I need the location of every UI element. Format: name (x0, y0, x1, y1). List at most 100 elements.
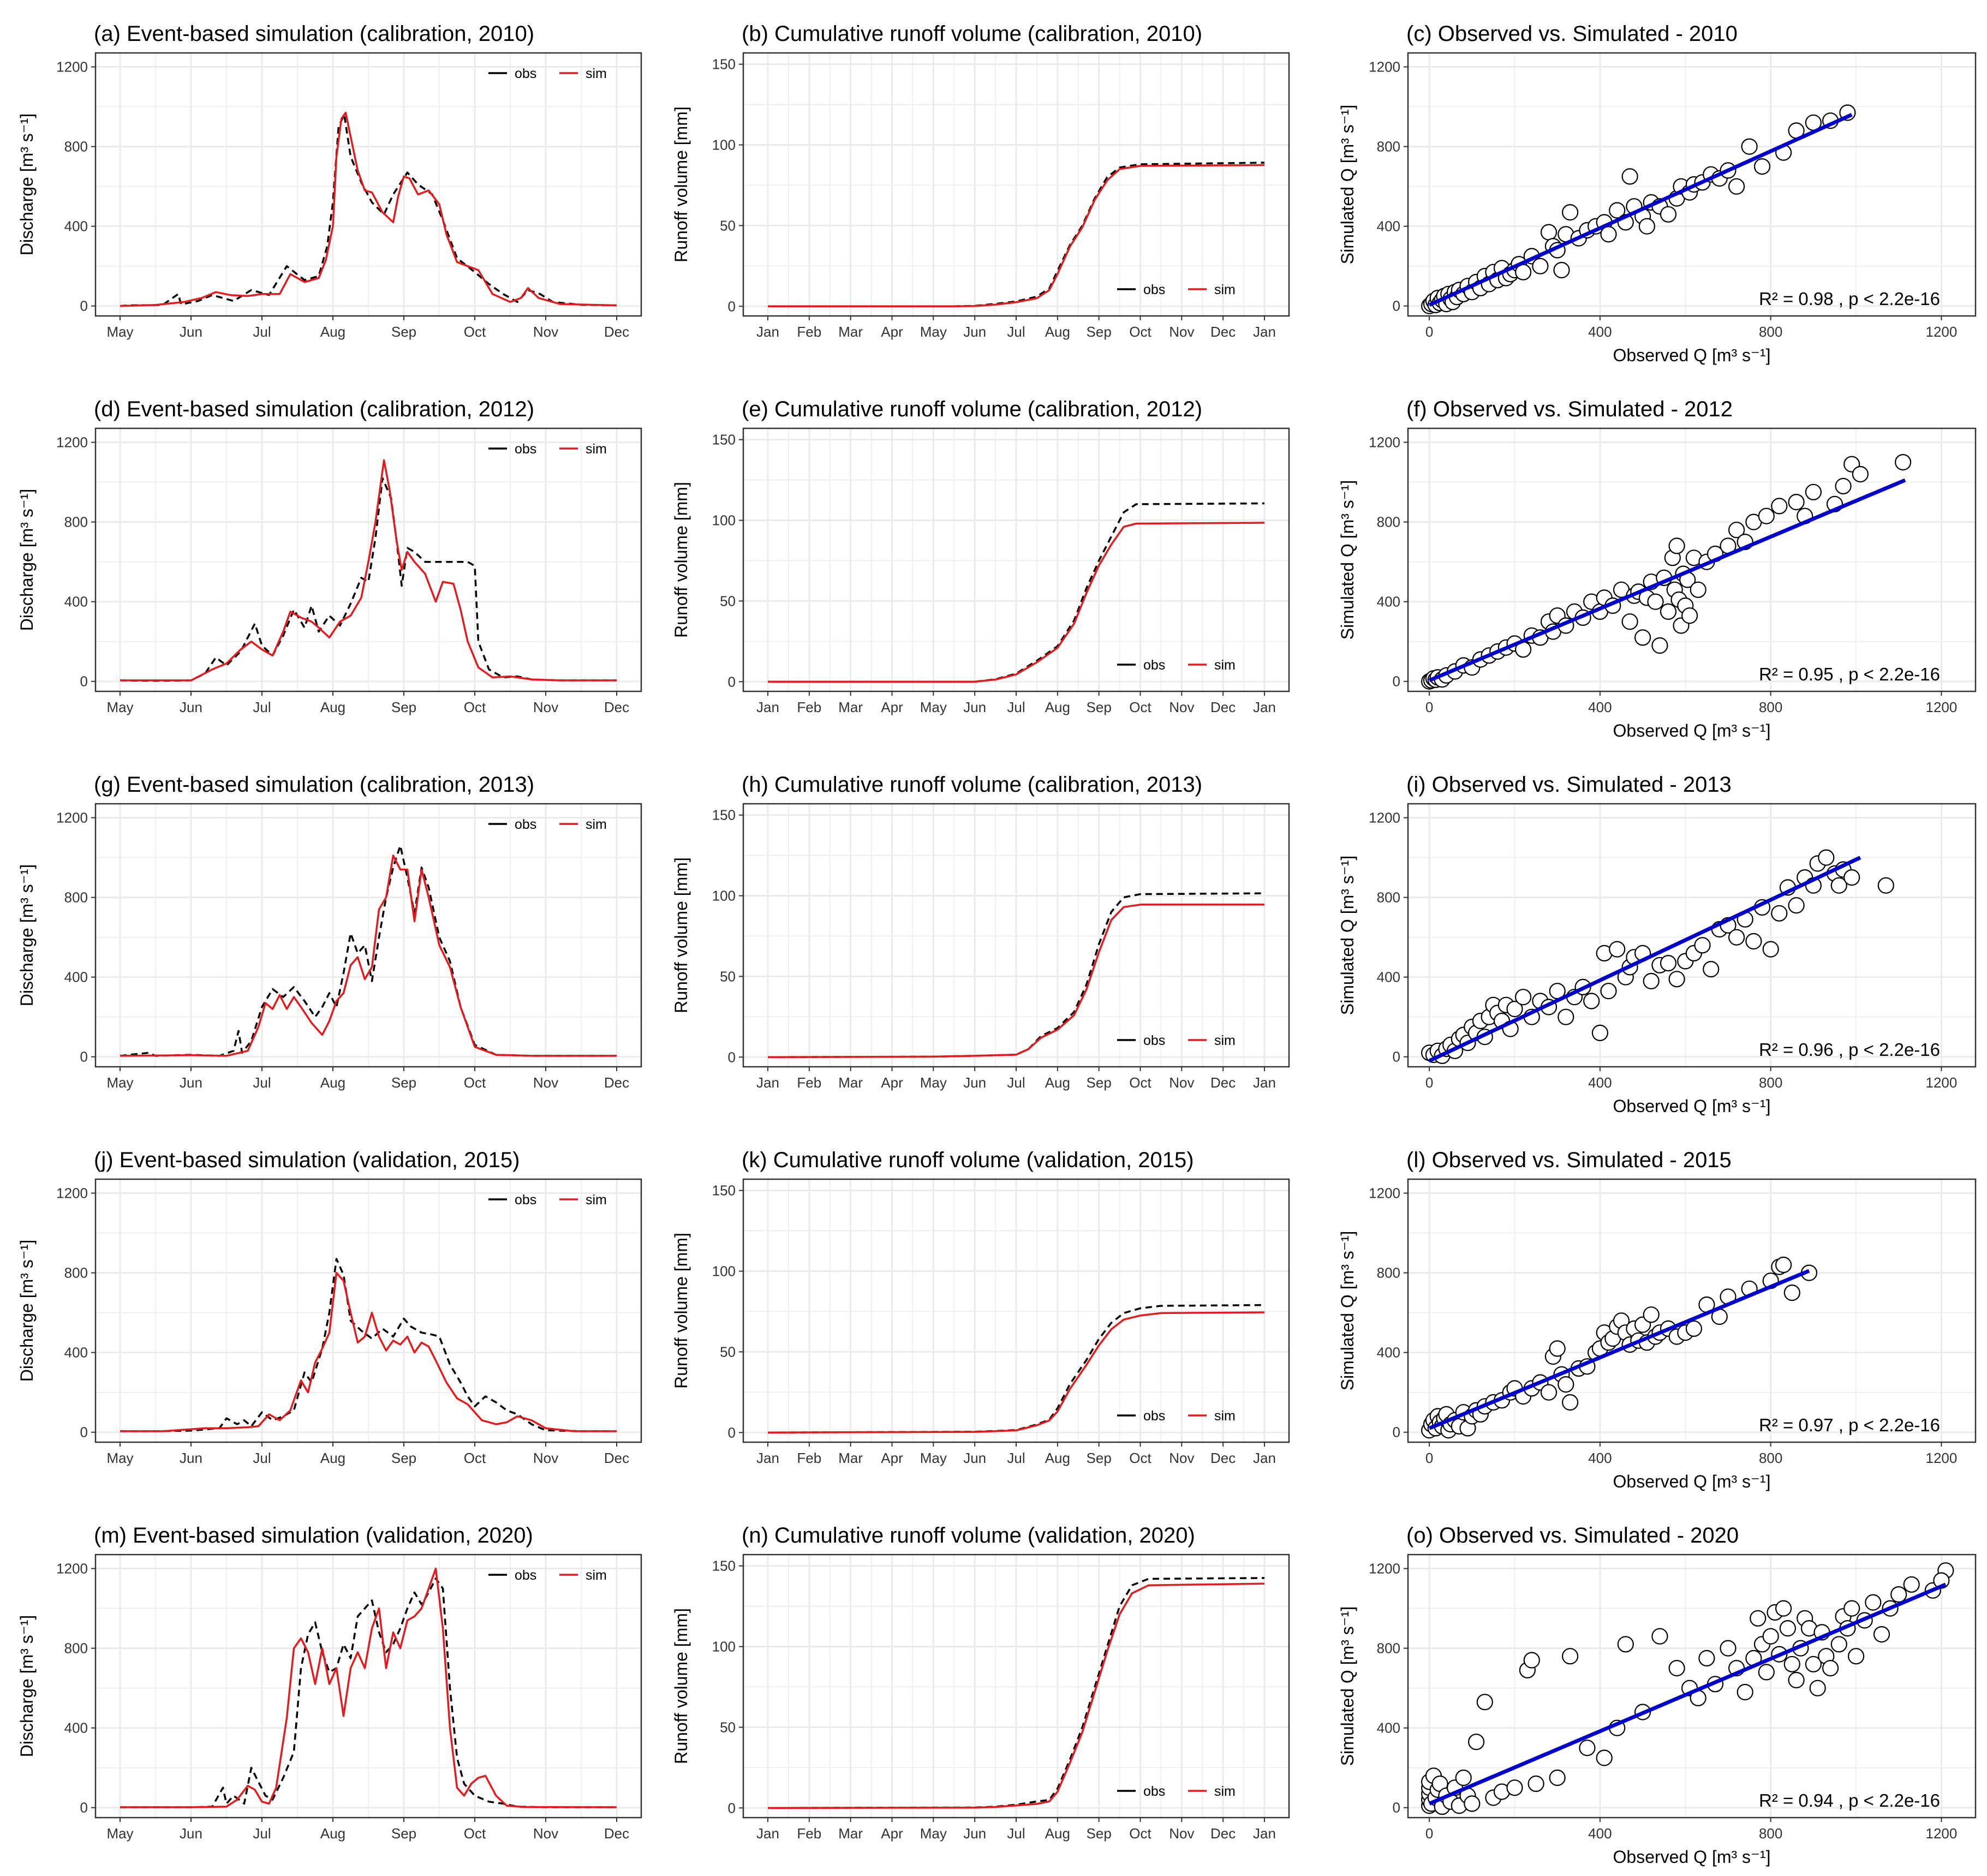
y-tick-label: 100 (712, 512, 736, 529)
scatter-point (1741, 138, 1758, 155)
data-layer (1421, 1562, 1954, 1815)
regression-line (1428, 113, 1853, 307)
y-tick-label: 400 (1377, 969, 1400, 985)
scatter-point (1877, 877, 1894, 894)
panel-border (1407, 1178, 1977, 1443)
x-tick-label: Jun (963, 1450, 986, 1466)
scatter-point (1660, 603, 1677, 620)
x-axis-label: Observed Q [m³ s⁻¹] (1613, 345, 1771, 365)
y-tick-label: 400 (1377, 1345, 1400, 1361)
y-tick-label: 0 (1393, 1424, 1400, 1441)
y-tick-label: 1200 (1369, 810, 1400, 826)
scatter-point (1783, 1656, 1800, 1672)
x-tick-label: Dec (1210, 1825, 1236, 1842)
y-tick-label: 1200 (1369, 434, 1400, 451)
y-tick-label: 0 (728, 1800, 736, 1816)
panel-title: (n) Cumulative runoff volume (validation… (742, 1523, 1195, 1548)
y-tick-label: 800 (64, 1640, 88, 1657)
x-tick-label: Apr (881, 1825, 903, 1842)
y-tick-label: 800 (64, 514, 88, 530)
x-tick-label: 0 (1425, 699, 1433, 715)
scatter-point (1830, 877, 1847, 894)
x-tick-label: Dec (604, 1450, 629, 1466)
y-tick-label: 400 (64, 218, 88, 235)
x-tick-label: Nov (1169, 1074, 1194, 1091)
series-sim-line (120, 855, 617, 1057)
x-tick-label: Jan (756, 1074, 779, 1091)
x-tick-label: Feb (797, 699, 821, 715)
panel-k: (k) Cumulative runoff volume (validation… (671, 1148, 1290, 1466)
scatter-point (1873, 1626, 1890, 1643)
x-tick-label: Jan (756, 324, 779, 340)
data-layer (120, 459, 617, 682)
scatter-point (1660, 206, 1677, 223)
y-axis-label: Simulated Q [m³ s⁻¹] (1338, 1606, 1357, 1766)
x-tick-label: Jun (180, 1450, 202, 1466)
y-tick-label: 400 (64, 1720, 88, 1736)
scatter-point (1549, 1769, 1566, 1787)
y-tick-label: 50 (720, 1343, 736, 1360)
panel-title: (h) Cumulative runoff volume (calibratio… (742, 773, 1202, 797)
x-axis-label: Observed Q [m³ s⁻¹] (1613, 1096, 1771, 1116)
x-tick-label: May (920, 1825, 947, 1842)
scatter-point (1809, 1680, 1826, 1696)
y-tick-label: 800 (1377, 1265, 1400, 1281)
series-obs-line (120, 113, 617, 307)
y-axis-label: Runoff volume [mm] (671, 482, 691, 638)
x-tick-label: Aug (320, 1074, 345, 1091)
y-tick-label: 0 (728, 1424, 736, 1441)
scatter-point (1668, 971, 1685, 988)
panel-border (94, 1554, 642, 1819)
scatter-point (1848, 1648, 1865, 1665)
scatter-point (1651, 637, 1668, 654)
y-axis-label: Simulated Q [m³ s⁻¹] (1338, 856, 1357, 1015)
x-tick-label: Jul (1007, 1074, 1025, 1091)
scatter-point (1579, 1740, 1596, 1756)
x-tick-label: Jun (180, 324, 202, 340)
series-obs-line (768, 502, 1265, 683)
x-tick-label: Dec (1210, 699, 1236, 715)
panel-a: (a) Event-based simulation (calibration,… (17, 22, 642, 340)
x-tick-label: Sep (391, 1450, 416, 1466)
scatter-point (1694, 937, 1711, 954)
x-tick-label: Dec (604, 1825, 629, 1842)
x-tick-label: Jan (1253, 1450, 1276, 1466)
x-tick-label: 1200 (1926, 324, 1958, 340)
panel-border (1407, 803, 1977, 1068)
legend-obs-label: obs (515, 1568, 536, 1583)
scatter-point (1515, 989, 1532, 1006)
scatter-point (1600, 983, 1617, 1000)
legend-obs-label: obs (515, 441, 536, 457)
series-sim-line (120, 459, 617, 682)
y-axis-label: Simulated Q [m³ s⁻¹] (1338, 480, 1357, 640)
y-tick-label: 0 (1393, 1800, 1400, 1816)
x-tick-label: Dec (604, 699, 629, 715)
data-layer (120, 844, 617, 1057)
x-tick-label: Jul (1007, 1450, 1025, 1466)
y-tick-label: 800 (1377, 139, 1400, 155)
scatter-point (1523, 1652, 1540, 1669)
y-axis-label: Discharge [m³ s⁻¹] (17, 1240, 37, 1382)
x-tick-label: Nov (1169, 1450, 1194, 1466)
x-tick-label: Nov (1169, 1825, 1194, 1842)
scatter-point (1775, 1256, 1792, 1274)
series-obs-line (120, 1578, 617, 1808)
y-tick-label: 1200 (1369, 1561, 1400, 1577)
x-tick-label: Aug (320, 324, 345, 340)
x-tick-label: Dec (1210, 1074, 1236, 1091)
x-tick-label: Sep (1087, 324, 1112, 340)
y-tick-label: 150 (712, 1182, 736, 1199)
x-tick-label: May (920, 699, 947, 715)
panel-title: (f) Observed vs. Simulated - 2012 (1406, 397, 1733, 421)
x-axis-label: Observed Q [m³ s⁻¹] (1613, 721, 1771, 740)
y-tick-label: 800 (1377, 514, 1400, 530)
scatter-point (1562, 1648, 1579, 1665)
scatter-point (1464, 1795, 1481, 1812)
data-layer (1421, 849, 1894, 1065)
x-tick-label: Oct (1129, 1450, 1151, 1466)
panel-border (742, 803, 1290, 1068)
panel-border (1407, 427, 1977, 692)
scatter-point (1455, 1769, 1472, 1787)
scatter-point (1698, 1650, 1715, 1666)
